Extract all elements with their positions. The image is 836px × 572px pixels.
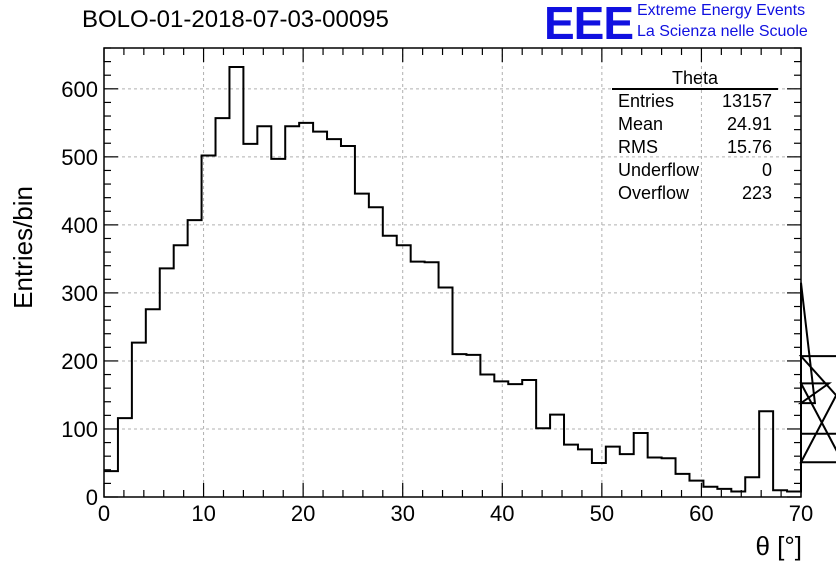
x-tick-label: 0 bbox=[98, 501, 110, 526]
histogram-bin bbox=[634, 433, 648, 497]
histogram-bin bbox=[759, 411, 773, 497]
brand-line-1: Extreme Energy Events bbox=[637, 2, 806, 19]
histogram-bin bbox=[745, 477, 759, 497]
histogram-bin bbox=[132, 343, 146, 497]
stats-value: 13157 bbox=[721, 91, 772, 111]
histogram-bin bbox=[188, 220, 202, 497]
histogram-bin bbox=[327, 139, 341, 497]
histogram-bin bbox=[383, 236, 397, 497]
histogram-bin bbox=[578, 449, 592, 497]
histogram-bin bbox=[453, 354, 467, 497]
histogram-bin bbox=[160, 268, 174, 497]
stats-label: RMS bbox=[618, 137, 658, 157]
histogram-bin bbox=[285, 126, 299, 497]
stats-box: Theta Entries 13157 Mean 24.91 RMS 15.76… bbox=[612, 68, 778, 205]
y-tick-label: 200 bbox=[61, 349, 98, 374]
stats-label: Underflow bbox=[618, 160, 700, 180]
stats-value: 223 bbox=[741, 183, 772, 203]
brand-line-2: La Scienza nelle Scuole bbox=[637, 23, 808, 40]
stats-label: Mean bbox=[618, 114, 664, 134]
x-tick-label: 60 bbox=[689, 501, 713, 526]
plot-frame bbox=[103, 47, 802, 498]
chart-title: BOLO-01-2018-07-03-00095 bbox=[82, 6, 389, 33]
y-axis-label: Entries/bin bbox=[8, 186, 38, 309]
histogram-bin bbox=[216, 118, 230, 497]
stats-value: 24.91 bbox=[726, 114, 772, 134]
y-tick-label: 500 bbox=[61, 145, 98, 170]
y-tick-labels: 0 100 200 300 400 500 600 bbox=[61, 77, 98, 510]
stats-row-overflow: Overflow 223 bbox=[612, 182, 778, 205]
histogram-bin bbox=[494, 381, 508, 497]
x-tick-label: 40 bbox=[490, 501, 514, 526]
histogram-bin bbox=[243, 144, 257, 497]
stats-row-underflow: Underflow 0 bbox=[612, 159, 778, 182]
x-tick-label: 30 bbox=[390, 501, 414, 526]
histogram-bin bbox=[550, 415, 564, 497]
y-tick-label: 600 bbox=[61, 77, 98, 102]
eee-logo: EEE bbox=[544, 0, 634, 49]
x-axis-label: θ [°] bbox=[755, 531, 802, 561]
y-tick-label: 0 bbox=[86, 485, 98, 510]
histogram-bin bbox=[104, 471, 118, 497]
histogram-bin bbox=[508, 384, 522, 497]
histogram-bin bbox=[592, 463, 606, 497]
histogram-bin bbox=[118, 418, 132, 497]
stats-row-rms: RMS 15.76 bbox=[612, 136, 778, 159]
histogram-bin bbox=[564, 445, 578, 497]
histogram-bin bbox=[397, 245, 411, 497]
histogram-bin bbox=[369, 207, 383, 497]
stats-label: Entries bbox=[618, 91, 675, 111]
histogram-bin bbox=[257, 126, 271, 497]
histogram-bin bbox=[229, 67, 243, 497]
histogram-bin bbox=[313, 132, 327, 497]
x-tick-label: 70 bbox=[789, 501, 813, 526]
x-tick-label: 10 bbox=[191, 501, 215, 526]
histogram-bin bbox=[536, 428, 550, 497]
histogram-line bbox=[104, 66, 836, 493]
histogram-bin bbox=[522, 380, 536, 497]
stats-row-entries: Entries 13157 bbox=[612, 90, 778, 113]
x-tick-label: 50 bbox=[590, 501, 614, 526]
stats-label: Overflow bbox=[618, 183, 690, 203]
y-tick-label: 100 bbox=[61, 417, 98, 442]
histogram-bin bbox=[648, 458, 662, 497]
stats-name: Theta bbox=[612, 68, 778, 90]
histogram-bin bbox=[355, 194, 369, 497]
histogram-bin bbox=[341, 146, 355, 497]
histogram-bin bbox=[466, 355, 480, 497]
y-tick-label: 300 bbox=[61, 281, 98, 306]
histogram-bin bbox=[174, 245, 188, 497]
stats-value: 0 bbox=[761, 160, 772, 180]
histogram-bin bbox=[480, 375, 494, 497]
histogram-bin bbox=[717, 489, 731, 497]
histogram-bin bbox=[299, 123, 313, 497]
x-tick-label: 20 bbox=[291, 501, 315, 526]
histogram-bin bbox=[146, 309, 160, 497]
histogram-bin bbox=[606, 447, 620, 497]
histogram-bin bbox=[662, 458, 676, 497]
histogram-bin bbox=[703, 487, 717, 497]
y-tick-label: 400 bbox=[61, 213, 98, 238]
stats-row-mean: Mean 24.91 bbox=[612, 113, 778, 136]
histogram-bin bbox=[439, 287, 453, 497]
histogram-bin bbox=[271, 159, 285, 497]
histogram-bin bbox=[411, 262, 425, 497]
grid-lines bbox=[104, 48, 801, 497]
histogram-bin bbox=[676, 474, 690, 497]
histogram-bin bbox=[425, 262, 439, 497]
x-tick-labels: 0 10 20 30 40 50 60 70 bbox=[98, 501, 813, 526]
stats-value: 15.76 bbox=[726, 137, 772, 157]
histogram-bin bbox=[773, 490, 787, 497]
